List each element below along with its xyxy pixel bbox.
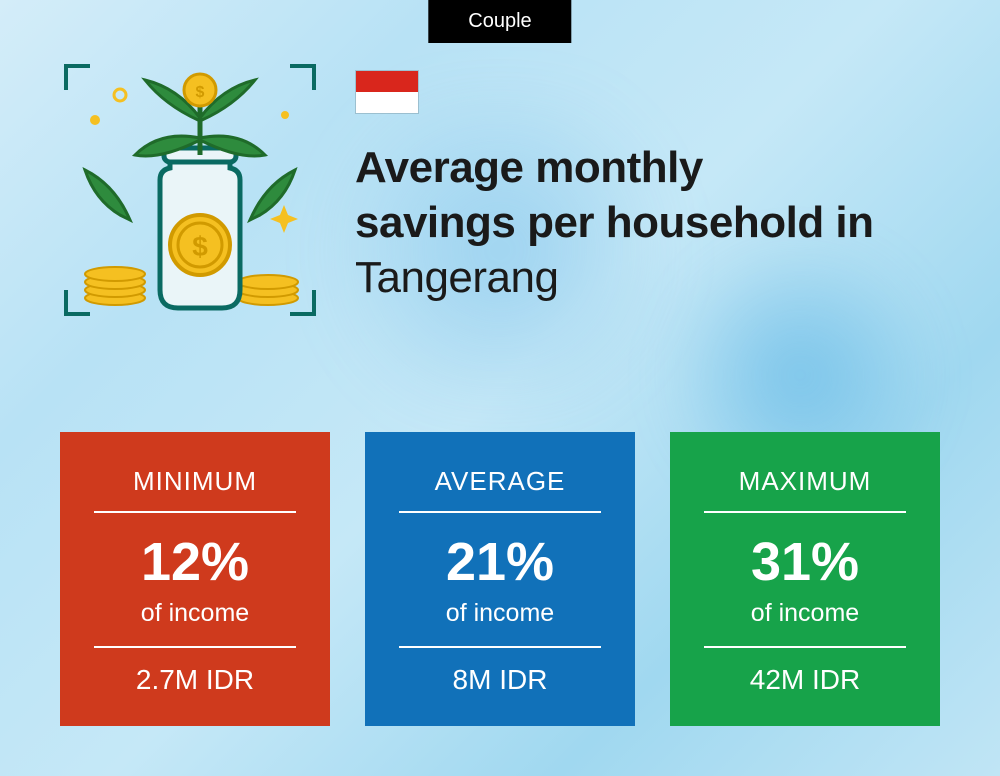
- card-average: AVERAGE 21% of income 8M IDR: [365, 432, 635, 726]
- title-block: Average monthly savings per household in…: [355, 60, 874, 305]
- card-label: MINIMUM: [88, 466, 302, 511]
- card-percent: 31%: [698, 513, 912, 599]
- card-of-income: of income: [88, 599, 302, 646]
- card-of-income: of income: [393, 599, 607, 646]
- savings-illustration: $ $: [60, 60, 320, 320]
- card-label: AVERAGE: [393, 466, 607, 511]
- card-amount: 2.7M IDR: [88, 648, 302, 696]
- card-amount: 8M IDR: [393, 648, 607, 696]
- card-percent: 12%: [88, 513, 302, 599]
- card-maximum: MAXIMUM 31% of income 42M IDR: [670, 432, 940, 726]
- title-city: Tangerang: [355, 253, 558, 302]
- card-amount: 42M IDR: [698, 648, 912, 696]
- page-title: Average monthly savings per household in…: [355, 140, 874, 305]
- svg-text:$: $: [192, 231, 208, 262]
- card-percent: 21%: [393, 513, 607, 599]
- card-minimum: MINIMUM 12% of income 2.7M IDR: [60, 432, 330, 726]
- card-of-income: of income: [698, 599, 912, 646]
- flag-stripe-top: [356, 71, 418, 92]
- category-badge: Couple: [428, 0, 571, 43]
- flag-stripe-bottom: [356, 92, 418, 113]
- title-line1: Average monthly: [355, 143, 703, 192]
- card-label: MAXIMUM: [698, 466, 912, 511]
- svg-text:$: $: [196, 84, 205, 101]
- flag-icon: [355, 70, 419, 114]
- stat-cards: MINIMUM 12% of income 2.7M IDR AVERAGE 2…: [60, 432, 940, 726]
- header: $ $ Avera: [60, 60, 940, 320]
- title-line2: savings per household in: [355, 198, 874, 247]
